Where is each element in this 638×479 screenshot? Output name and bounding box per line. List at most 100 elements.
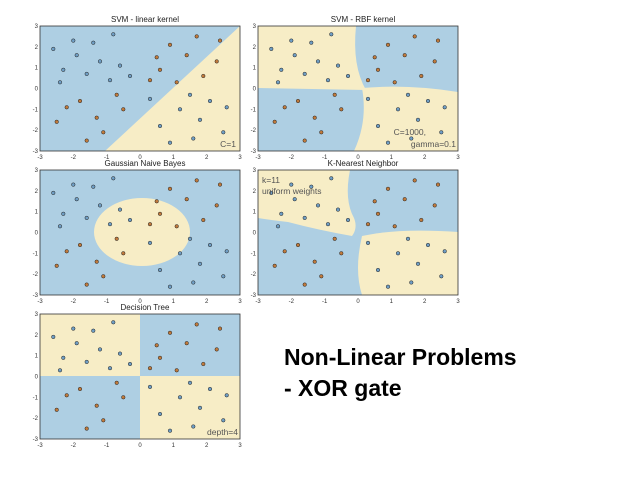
plot-title: SVM - RBF kernel	[331, 15, 396, 24]
y-tick-label: -1	[251, 107, 257, 113]
data-point-blue	[224, 393, 229, 398]
data-point-brown	[295, 98, 301, 104]
data-point-brown	[174, 368, 179, 373]
data-point-blue	[191, 424, 196, 429]
plot-frame	[39, 313, 241, 440]
data-point-blue	[157, 123, 163, 129]
data-point-blue	[329, 176, 334, 181]
y-tick-label: -2	[33, 416, 39, 422]
data-point-blue	[409, 280, 414, 285]
x-tick-label: -3	[37, 443, 43, 449]
data-point-blue	[335, 63, 341, 68]
data-point-brown	[194, 178, 199, 183]
data-point-brown	[214, 59, 219, 64]
data-point-brown	[147, 222, 153, 227]
data-point-blue	[61, 355, 66, 360]
data-point-blue	[167, 428, 173, 433]
data-point-brown	[77, 98, 83, 104]
x-tick-label: 1	[172, 299, 176, 305]
data-point-brown	[154, 343, 159, 348]
data-point-blue	[335, 207, 341, 212]
data-point-blue	[309, 184, 314, 189]
x-tick-label: 0	[356, 299, 360, 305]
data-point-blue	[425, 242, 431, 248]
y-tick-label: -3	[251, 293, 257, 299]
x-tick-label: -3	[255, 155, 261, 161]
y-tick-label: 1	[35, 66, 39, 72]
data-point-blue	[157, 267, 163, 273]
data-point-blue	[197, 405, 203, 410]
data-point-blue	[405, 236, 411, 241]
slide-title: Non-Linear Problems - XOR gate	[284, 342, 614, 404]
data-point-brown	[114, 236, 119, 241]
tick-layer: -3 -2 -1 0 1 2 3 -3 -2 -1 0 1 2 3	[33, 168, 243, 305]
data-point-blue	[315, 203, 321, 208]
y-tick-label: -1	[33, 251, 39, 257]
data-point-blue	[147, 96, 153, 101]
annotation-text: depth=4	[207, 427, 238, 437]
data-point-blue	[107, 366, 113, 371]
data-point-blue	[385, 284, 391, 289]
data-point-blue	[269, 190, 274, 195]
y-tick-label: 2	[253, 45, 257, 51]
x-tick-label: 2	[205, 155, 209, 161]
data-point-blue	[84, 215, 89, 220]
x-tick-label: 1	[172, 155, 176, 161]
y-tick-label: -1	[251, 251, 257, 257]
data-point-blue	[177, 251, 183, 256]
data-point-brown	[114, 380, 119, 385]
x-tick-label: 0	[356, 155, 360, 161]
data-point-blue	[269, 46, 274, 51]
data-point-brown	[385, 42, 391, 47]
data-point-brown	[302, 138, 307, 143]
data-point-blue	[117, 351, 123, 356]
tick-layer: -3 -2 -1 0 1 2 3 -3 -2 -1 0 1 2 3	[33, 24, 243, 161]
x-tick-label: 3	[456, 155, 460, 161]
data-point-brown	[94, 403, 99, 408]
y-tick-label: 0	[253, 87, 257, 93]
data-point-blue	[395, 107, 401, 112]
data-point-brown	[101, 418, 106, 423]
x-tick-label: 2	[205, 443, 209, 449]
data-point-blue	[439, 274, 444, 279]
data-point-blue	[74, 197, 79, 202]
data-point-blue	[345, 217, 351, 223]
x-tick-label: 3	[238, 155, 242, 161]
data-point-brown	[174, 80, 179, 85]
y-tick-label: 0	[35, 375, 39, 381]
y-tick-label: 1	[35, 210, 39, 216]
data-point-brown	[77, 242, 83, 248]
y-tick-label: 3	[35, 24, 39, 30]
data-point-brown	[217, 182, 223, 187]
data-point-blue	[177, 107, 183, 112]
data-point-brown	[272, 119, 277, 124]
data-point-blue	[71, 38, 76, 43]
x-tick-label: 3	[238, 443, 242, 449]
data-point-blue	[51, 334, 56, 339]
plot-frame	[39, 25, 241, 152]
data-point-brown	[174, 224, 179, 229]
data-point-brown	[319, 130, 324, 135]
data-point-blue	[167, 140, 173, 145]
data-point-blue	[207, 242, 213, 248]
slide-title-line-2: - XOR gate	[284, 375, 402, 401]
data-point-brown	[94, 259, 99, 264]
data-point-blue	[177, 395, 183, 400]
points-layer	[51, 320, 229, 433]
data-point-brown	[121, 395, 126, 400]
data-point-blue	[191, 136, 196, 141]
data-point-blue	[224, 249, 229, 254]
data-point-blue	[425, 98, 431, 104]
data-point-brown	[154, 199, 159, 204]
points-layer	[269, 32, 447, 145]
data-point-blue	[415, 261, 421, 266]
x-tick-label: -3	[37, 299, 43, 305]
x-tick-label: -1	[104, 443, 110, 449]
data-point-blue	[187, 380, 193, 385]
data-point-blue	[289, 38, 294, 43]
data-point-blue	[405, 92, 411, 97]
data-point-brown	[392, 224, 397, 229]
data-point-blue	[97, 347, 103, 352]
tick-layer: -3 -2 -1 0 1 2 3 -3 -2 -1 0 1 2 3	[251, 168, 461, 305]
x-tick-label: -3	[37, 155, 43, 161]
